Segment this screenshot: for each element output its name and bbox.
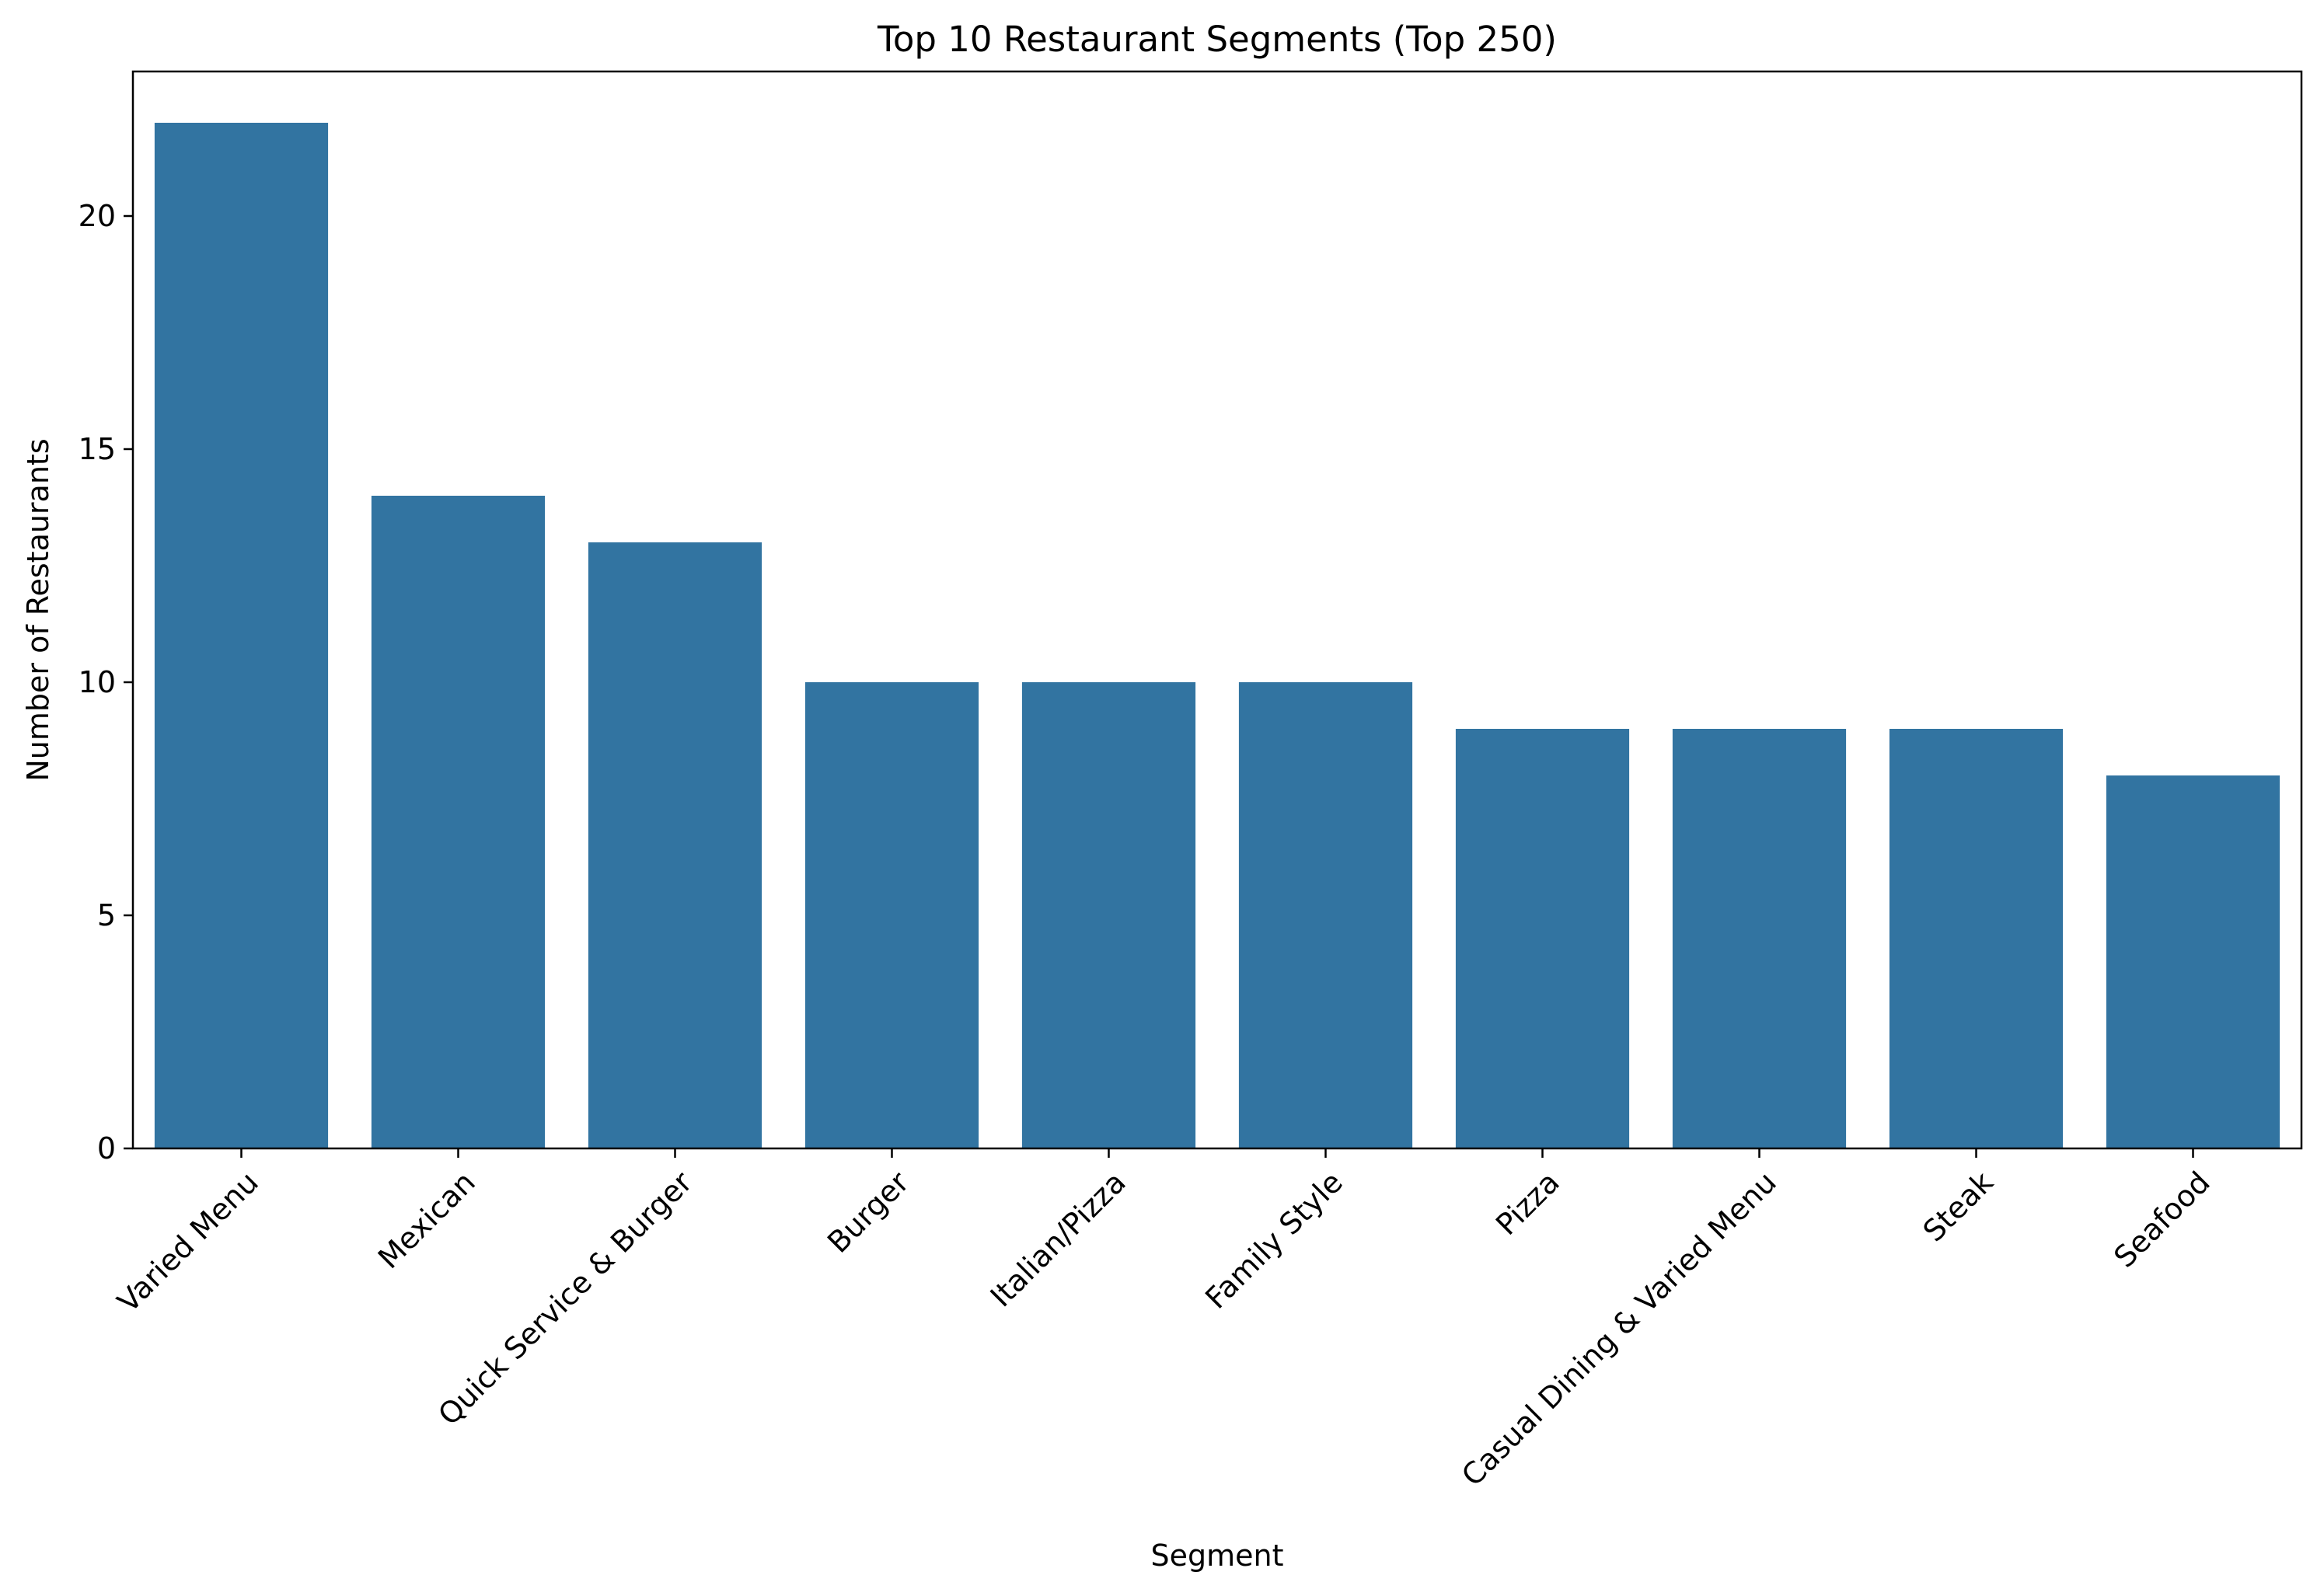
plot-frame <box>131 70 2303 1150</box>
y-axis: 0 5 10 15 20 <box>79 199 133 1166</box>
bar <box>588 542 762 1148</box>
bar <box>1238 682 1413 1148</box>
y-tick-label: 0 <box>97 1131 116 1166</box>
y-axis-label: Number of Restaurants <box>21 438 55 781</box>
bars-group <box>154 123 2280 1148</box>
bar <box>1889 729 2064 1148</box>
y-tick-label: 10 <box>79 665 116 699</box>
bar <box>371 496 546 1148</box>
bar <box>1455 729 1630 1148</box>
bar <box>1672 729 1847 1148</box>
bar <box>804 682 979 1148</box>
x-axis-label: Segment <box>1151 1539 1284 1573</box>
bar <box>1021 682 1196 1148</box>
bar <box>2106 775 2280 1148</box>
chart-title: Top 10 Restaurant Segments (Top 250) <box>877 19 1557 60</box>
y-tick-label: 5 <box>97 898 116 932</box>
bar <box>154 123 329 1148</box>
y-tick-label: 20 <box>79 199 116 233</box>
y-tick-label: 15 <box>79 432 116 466</box>
